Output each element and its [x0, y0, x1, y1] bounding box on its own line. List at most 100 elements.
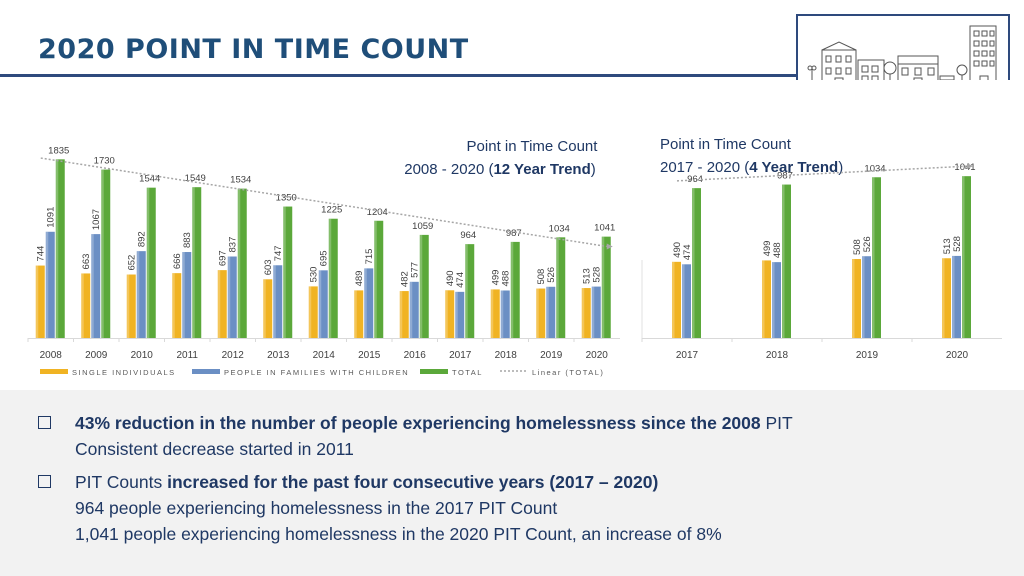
x-tick-label: 2008	[40, 350, 63, 361]
bullet-increase-sub2: 1,041 people experiencing homelessness i…	[75, 524, 722, 544]
bar-highlight	[510, 241, 514, 338]
header-divider	[0, 74, 796, 77]
bullet-increase-sub1: 964 people experiencing homelessness in …	[75, 498, 558, 518]
data-label-single: 489	[354, 271, 365, 287]
legend: SINGLE INDIVIDUALS PEOPLE IN FAMILIES WI…	[40, 368, 603, 377]
data-label-total: 1034	[549, 223, 570, 234]
chart2-title-line1: Point in Time Count	[660, 136, 792, 153]
x-tick-label: 2019	[856, 350, 879, 361]
trendline	[40, 157, 607, 248]
bar-people-in-families-with-children	[182, 252, 192, 338]
bar-people-in-families-with-children	[952, 255, 961, 338]
bar-total	[283, 206, 293, 338]
bullet-reduction: 43% reduction in the number of people ex…	[38, 411, 793, 436]
bar-highlight	[455, 291, 458, 338]
bar-single-individuals	[217, 270, 227, 338]
bar-people-in-families-with-children	[409, 281, 419, 338]
bar-highlight	[465, 244, 468, 338]
x-tick-label: 2020	[946, 350, 969, 361]
data-label-total: 1204	[367, 207, 388, 218]
bar-people-in-families-with-children	[45, 231, 55, 338]
bar-highlight	[354, 290, 357, 338]
bar-single-individuals	[81, 273, 91, 338]
bar-highlight	[419, 234, 423, 338]
bar-highlight	[962, 176, 965, 338]
bar-highlight	[192, 187, 195, 338]
data-label-total: 1041	[594, 223, 615, 234]
data-label-families: 747	[273, 245, 284, 261]
bar-highlight	[328, 218, 332, 338]
pit-count-charts: Point in Time Count 2008 - 2020 (12 Year…	[27, 136, 1002, 377]
data-label-families: 577	[410, 262, 421, 278]
bar-single-individuals	[536, 288, 546, 338]
bar-highlight	[556, 237, 559, 338]
data-label-families: 528	[592, 267, 603, 283]
bar-highlight	[55, 159, 59, 338]
bar-highlight	[45, 231, 49, 338]
bar-highlight	[682, 264, 685, 338]
data-label-single: 744	[36, 246, 47, 262]
data-label-total: 964	[460, 230, 476, 241]
chart-area: Point in Time Count 2008 - 2020 (12 Year…	[0, 80, 1024, 390]
bar-highlight	[692, 188, 695, 338]
bar-people-in-families-with-children	[91, 234, 101, 338]
bar-total	[601, 236, 611, 338]
x-tick-label: 2013	[267, 350, 290, 361]
data-label-single: 697	[218, 250, 229, 266]
bullet-increase-bold: increased for the past four consecutive …	[167, 472, 659, 492]
bar-people-in-families-with-children	[227, 256, 237, 338]
trendline-arrow	[967, 163, 973, 170]
bar-highlight	[591, 286, 595, 338]
x-tick-label: 2020	[586, 350, 609, 361]
bar-highlight	[862, 256, 865, 338]
bar-highlight	[227, 256, 231, 338]
bar-highlight	[490, 289, 494, 338]
bar-total	[872, 177, 881, 338]
data-label-families: 883	[182, 232, 193, 248]
bar-single-individuals	[581, 288, 591, 338]
data-label-single: 482	[400, 271, 411, 287]
bar-total	[419, 234, 429, 338]
bar-highlight	[782, 184, 785, 338]
legend-swatch-single	[40, 369, 68, 374]
bar-single-individuals	[672, 261, 681, 338]
chart2-title-range: 2017 - 2020 (	[660, 159, 749, 176]
data-label-families: 474	[455, 272, 466, 288]
bar-highlight	[872, 177, 875, 338]
x-tick-label: 2018	[495, 350, 518, 361]
trendline	[676, 165, 968, 182]
chart1-title-bold: 12 Year Trend	[493, 161, 590, 178]
bar-total	[101, 169, 111, 338]
bar-single-individuals	[762, 260, 771, 338]
bar-people-in-families-with-children	[273, 265, 283, 338]
bar-total	[192, 187, 202, 338]
bar-highlight	[762, 260, 765, 338]
data-label-families: 695	[319, 250, 330, 266]
data-label-families: 528	[952, 236, 963, 252]
data-label-total: 1059	[412, 221, 433, 232]
bar-highlight	[852, 259, 855, 338]
data-label-families: 1067	[91, 209, 102, 230]
bullet-reduction-sub: Consistent decrease started in 2011	[75, 439, 354, 459]
bar-total	[782, 184, 791, 338]
data-label-total: 964	[687, 174, 703, 185]
x-tick-label: 2016	[404, 350, 427, 361]
x-tick-label: 2010	[131, 350, 154, 361]
bar-single-individuals	[126, 274, 136, 338]
data-label-families: 715	[364, 249, 375, 265]
data-label-single: 603	[263, 259, 274, 275]
data-label-single: 508	[852, 239, 863, 255]
bar-highlight	[126, 274, 130, 338]
x-tick-label: 2015	[358, 350, 381, 361]
trendline-arrow	[606, 243, 613, 250]
bullet-reduction-bold: 43% reduction in the number of people ex…	[75, 413, 761, 433]
x-tick-label: 2017	[676, 350, 699, 361]
bar-people-in-families-with-children	[455, 291, 465, 338]
legend-label-families: PEOPLE IN FAMILIES WITH CHILDREN	[224, 368, 409, 377]
bar-single-individuals	[354, 290, 364, 338]
x-tick-label: 2018	[766, 350, 789, 361]
bar-total	[692, 188, 701, 338]
bar-people-in-families-with-children	[862, 256, 871, 338]
bar-highlight	[283, 206, 286, 338]
data-label-total: 1544	[139, 174, 160, 185]
